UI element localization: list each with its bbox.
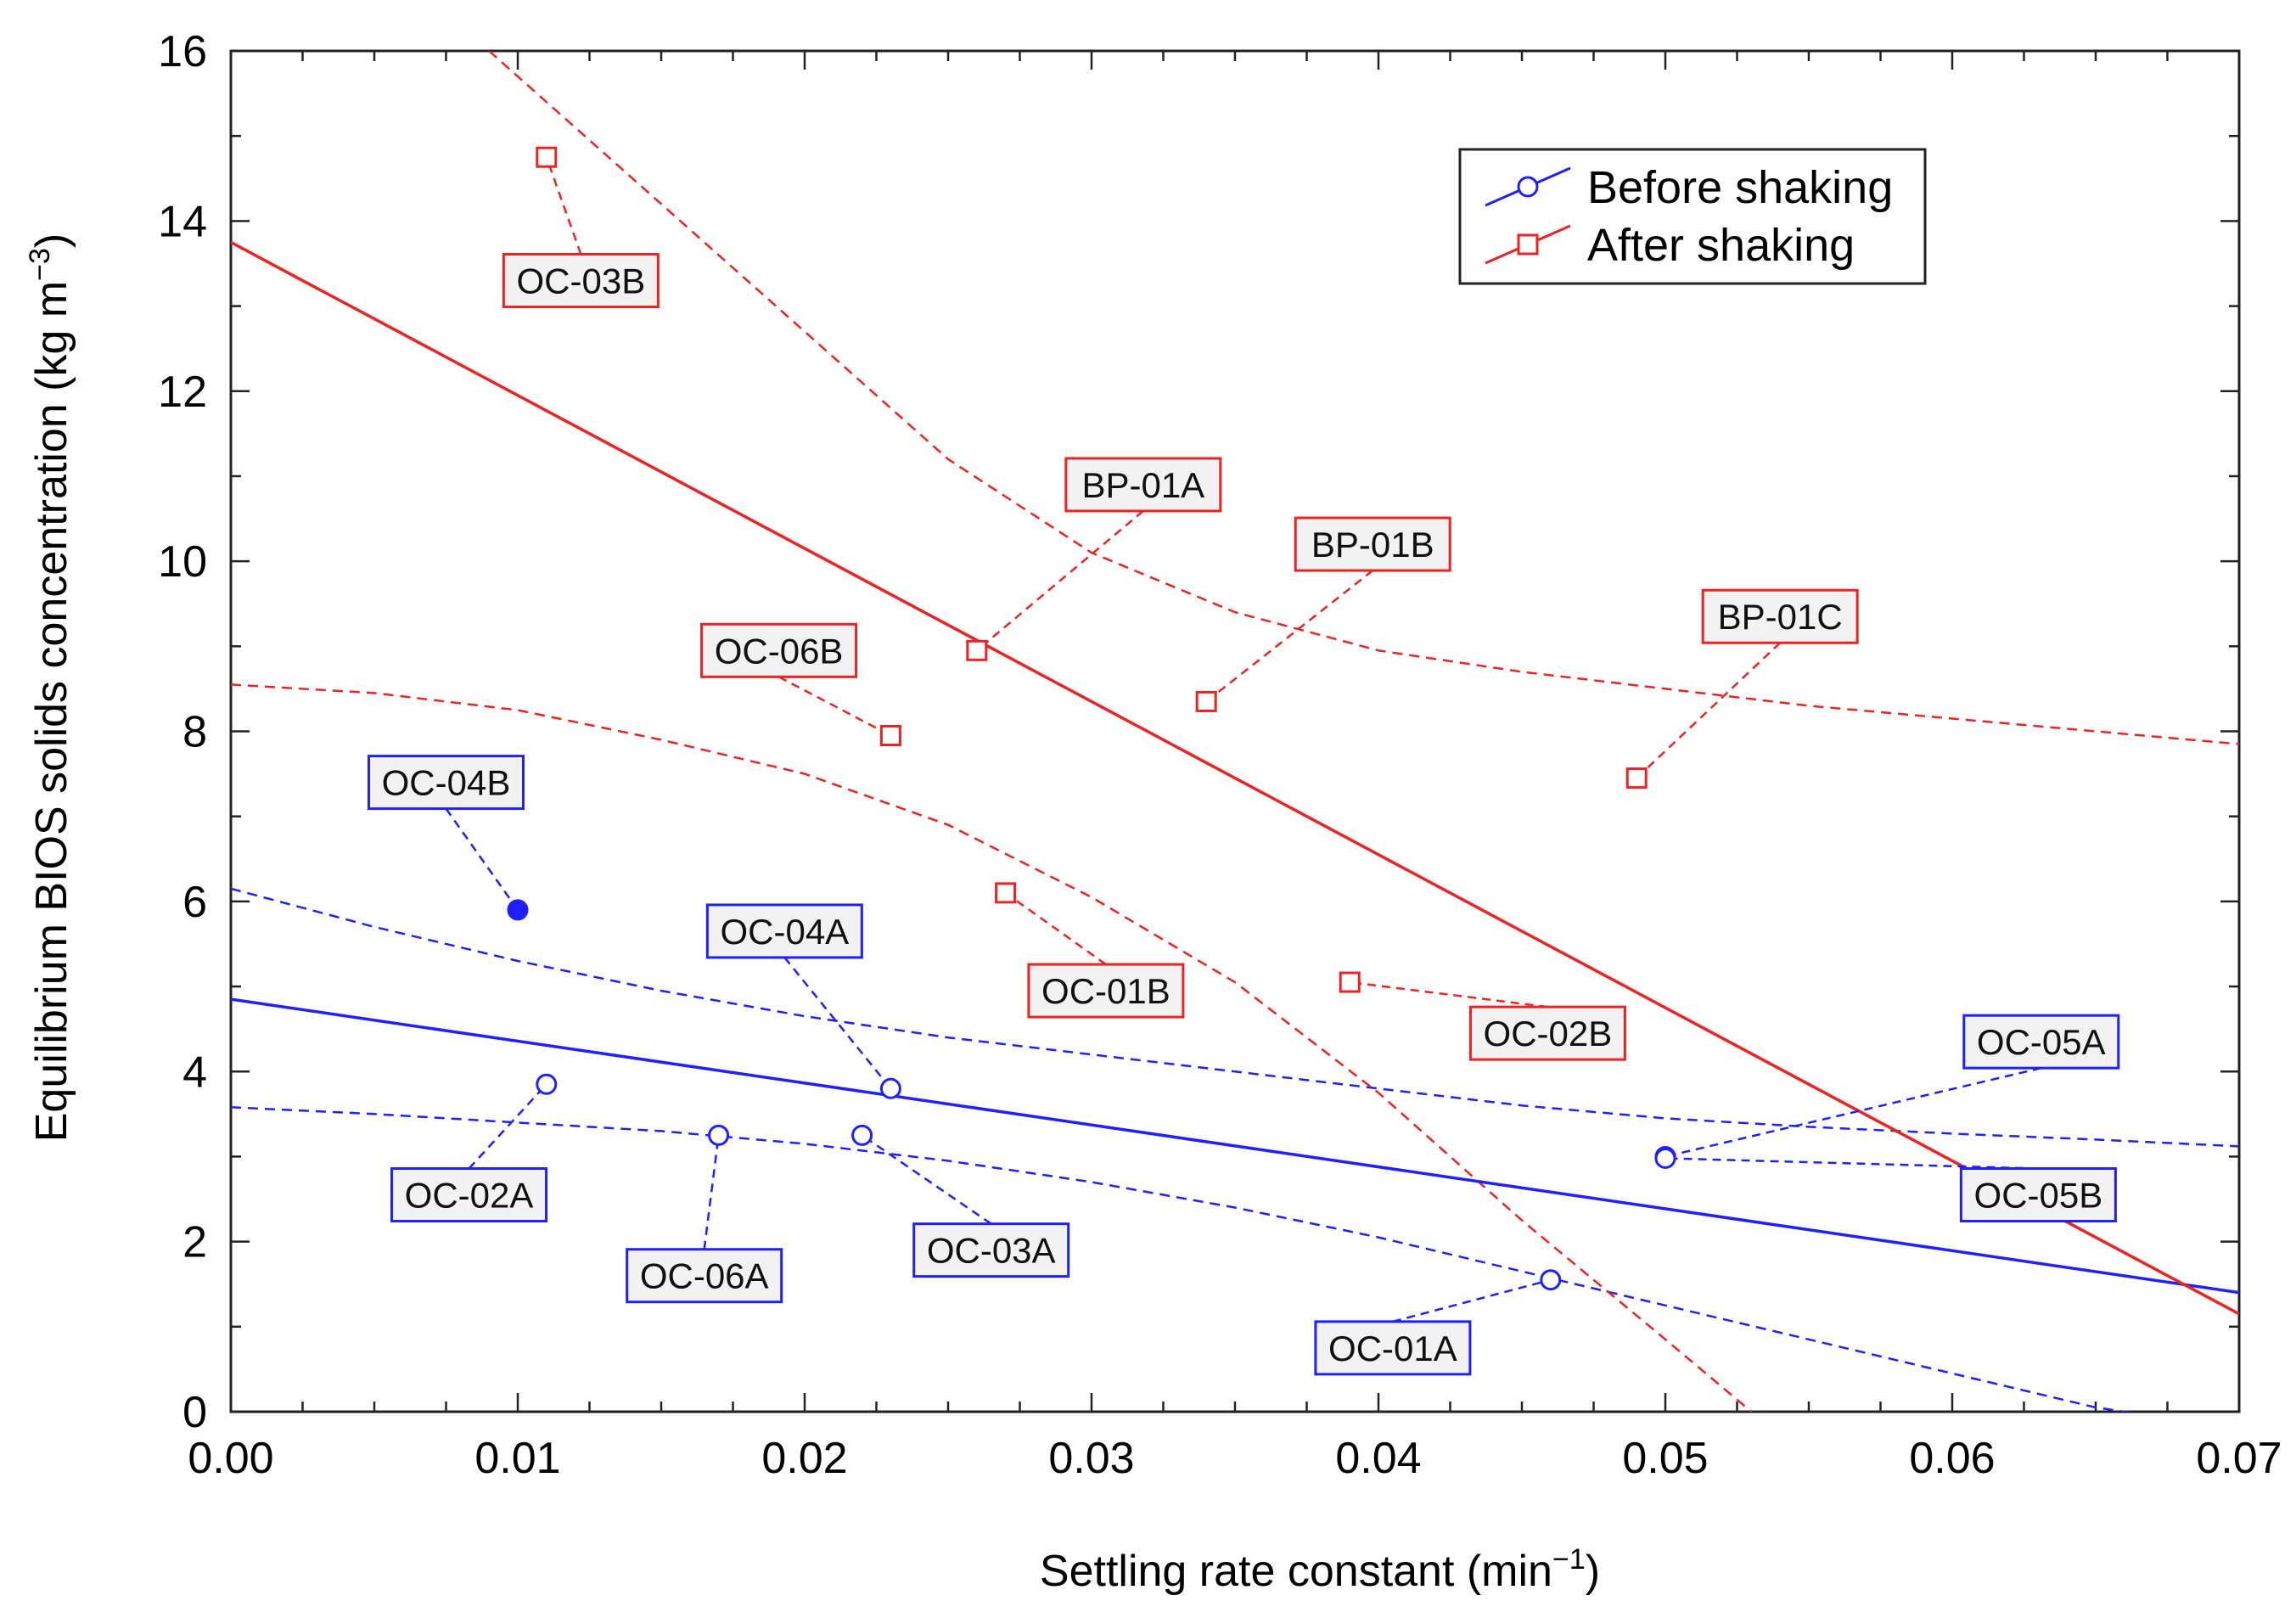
- y-tick-label: 10: [158, 537, 207, 587]
- leader-oc-06b: [777, 676, 891, 737]
- y-tick-label: 4: [182, 1048, 207, 1097]
- point-labels: OC-01A OC-02A OC-03A OC-04A OC-04B OC-05A OC-0…: [368, 253, 2120, 1376]
- leader-oc-04a: [783, 957, 892, 1090]
- label-oc-01b: OC-01B: [1041, 971, 1170, 1011]
- leader-bp-01c: [1636, 642, 1782, 779]
- x-axis-title: Settling rate constant (min−1): [1040, 1543, 1600, 1596]
- label-box-bp-01a: [1064, 457, 1222, 513]
- point-oc-02b: [1339, 971, 1361, 993]
- y-tick-label: 0: [182, 1388, 207, 1437]
- point-oc-04b: [507, 899, 529, 921]
- leader-oc-05a: [1664, 1066, 2042, 1158]
- point-bp-01b: [1195, 690, 1217, 712]
- label-oc-02a: OC-02A: [405, 1176, 534, 1216]
- label-box-oc-02b: [1468, 1005, 1626, 1061]
- y-tick-label: 6: [182, 878, 207, 927]
- leader-bp-01a: [975, 509, 1144, 652]
- before-ci-upper-line: [231, 887, 2239, 1148]
- label-bp-01c: BP-01C: [1718, 597, 1843, 637]
- label-box-oc-04a: [705, 903, 863, 959]
- point-oc-03a: [851, 1124, 873, 1146]
- leader-oc-01b: [1004, 891, 1107, 966]
- data-points: [507, 146, 1676, 1291]
- x-tick-label: 0.07: [2196, 1434, 2282, 1483]
- label-oc-03a: OC-03A: [927, 1231, 1056, 1271]
- label-bp-01a: BP-01A: [1081, 465, 1204, 505]
- x-tick-label: 0.05: [1622, 1434, 1708, 1483]
- label-oc-01a: OC-01A: [1328, 1329, 1457, 1368]
- label-oc-06b: OC-06B: [715, 631, 844, 671]
- before-ci-lower-line: [231, 1106, 2132, 1412]
- label-box-oc-06a: [626, 1248, 783, 1304]
- leader-oc-02b: [1350, 980, 1548, 1008]
- leader-oc-06a: [703, 1135, 720, 1250]
- point-oc-03b: [536, 146, 558, 168]
- label-box-oc-03a: [912, 1222, 1070, 1278]
- label-box-oc-02a: [390, 1167, 548, 1223]
- legend-label-before: Before shaking: [1587, 162, 1893, 213]
- legend-marker-before: [1517, 176, 1539, 198]
- y-tick-label: 2: [182, 1218, 207, 1267]
- y-tick-label: 8: [182, 708, 207, 757]
- after-ci-upper-line: [488, 51, 2239, 745]
- y-tick-label: 16: [158, 27, 207, 76]
- x-tick-label: 0.03: [1048, 1434, 1134, 1483]
- label-oc-05b: OC-05B: [1974, 1176, 2103, 1216]
- x-tick-label: 0.00: [188, 1434, 273, 1483]
- legend-label-after: After shaking: [1587, 220, 1855, 271]
- label-oc-04a: OC-04A: [720, 912, 849, 952]
- point-oc-04a: [879, 1077, 901, 1099]
- point-oc-02a: [536, 1073, 558, 1095]
- point-oc-01b: [995, 882, 1017, 904]
- before-fit-line: [231, 997, 2239, 1295]
- axis-ticks: [229, 49, 2241, 1413]
- label-box-oc-05b: [1959, 1167, 2117, 1223]
- axis-tick-labels: 0.00 0.01 0.02 0.03 0.04 0.05 0.06 0.07 0 2 4 6 8 10 1…: [158, 27, 2282, 1483]
- label-box-oc-03b: [502, 253, 660, 309]
- label-oc-03b: OC-03B: [517, 261, 646, 301]
- point-bp-01c: [1625, 767, 1648, 789]
- point-oc-01a: [1540, 1269, 1562, 1291]
- point-oc-06b: [879, 725, 901, 747]
- legend: Before shaking After shaking: [1458, 148, 1927, 285]
- y-axis-title: Equilibrium BIOS solids concentration (k…: [24, 233, 76, 1143]
- label-oc-06a: OC-06A: [640, 1256, 769, 1296]
- x-tick-label: 0.06: [1909, 1434, 1995, 1483]
- leader-oc-04b: [445, 807, 519, 911]
- leader-oc-05b: [1664, 1157, 2039, 1170]
- leader-oc-03a: [861, 1134, 992, 1225]
- x-tick-label: 0.02: [761, 1434, 847, 1483]
- point-oc-06a: [708, 1124, 730, 1146]
- leader-oc-01a: [1392, 1278, 1552, 1323]
- label-oc-04b: OC-04B: [382, 763, 511, 803]
- label-box-oc-01a: [1314, 1320, 1472, 1376]
- y-tick-label: 12: [158, 368, 207, 417]
- label-oc-02b: OC-02B: [1484, 1014, 1613, 1053]
- x-tick-label: 0.04: [1335, 1434, 1421, 1483]
- label-box-oc-04b: [368, 755, 525, 811]
- label-leaders: [445, 156, 2042, 1323]
- label-box-bp-01b: [1294, 516, 1451, 572]
- label-box-oc-05a: [1962, 1014, 2120, 1070]
- point-bp-01a: [966, 639, 988, 661]
- confidence-bands: [231, 51, 2239, 1412]
- point-oc-05b: [1654, 1147, 1676, 1169]
- y-tick-label: 14: [158, 197, 207, 246]
- legend-marker-after: [1517, 233, 1539, 256]
- label-oc-05a: OC-05A: [1977, 1022, 2106, 1062]
- label-box-oc-06b: [700, 622, 858, 678]
- label-bp-01b: BP-01B: [1311, 525, 1434, 565]
- fit-lines: [231, 240, 2239, 1316]
- after-ci-lower-line: [231, 683, 1753, 1412]
- label-box-bp-01c: [1701, 588, 1859, 644]
- after-fit-line: [231, 240, 2239, 1316]
- x-tick-label: 0.01: [474, 1434, 560, 1483]
- legend-box: [1458, 148, 1927, 285]
- leader-oc-02a: [468, 1083, 547, 1170]
- leader-oc-03b: [545, 156, 582, 255]
- leader-bp-01b: [1205, 570, 1374, 703]
- label-box-oc-01b: [1027, 963, 1185, 1019]
